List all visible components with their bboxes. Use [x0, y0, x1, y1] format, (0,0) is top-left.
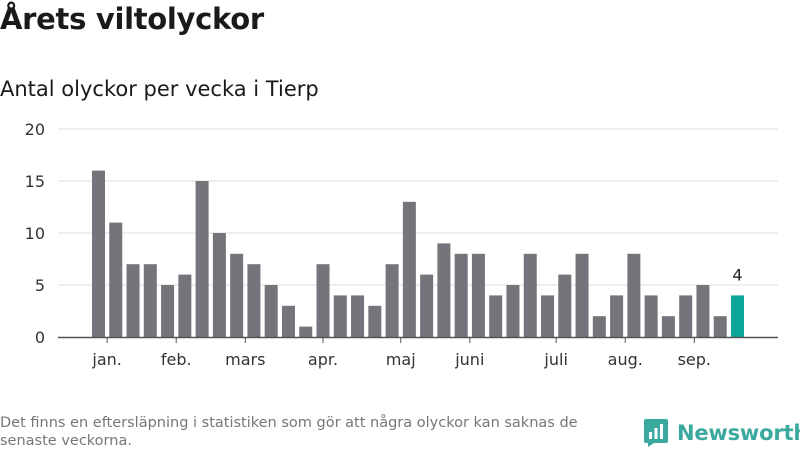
- x-tick-label: aug.: [608, 350, 643, 369]
- bar: [558, 274, 572, 337]
- data-labels: 4: [732, 265, 742, 284]
- bar: [126, 264, 140, 337]
- bar: [385, 264, 399, 337]
- bar: [644, 295, 658, 337]
- bar: [351, 295, 365, 337]
- y-tick-label: 15: [25, 172, 45, 191]
- bar: [471, 253, 485, 337]
- bar: [437, 243, 451, 337]
- chart-title: Årets viltolyckor: [0, 2, 264, 36]
- bar: [523, 253, 537, 337]
- y-tick-label: 0: [35, 328, 45, 347]
- newsworthy-logo[interactable]: Newsworthy: [644, 419, 800, 447]
- y-tick-label: 20: [25, 120, 45, 139]
- bar: [402, 201, 416, 337]
- grid-lines: [58, 128, 778, 286]
- bar: [178, 274, 192, 337]
- x-tick-label: sep.: [678, 350, 711, 369]
- bar: [230, 253, 244, 337]
- newsworthy-logo-icon: [644, 419, 668, 447]
- bar: [299, 326, 313, 337]
- x-tick-label: maj: [386, 350, 416, 369]
- bar: [161, 285, 175, 337]
- x-tick-label: juli: [543, 350, 567, 369]
- x-tick-label: apr.: [308, 350, 338, 369]
- y-tick-label: 10: [25, 224, 45, 243]
- bars: [92, 170, 744, 337]
- x-tick-label: jan.: [91, 350, 121, 369]
- chart-subtitle: Antal olyckor per vecka i Tierp: [0, 77, 319, 101]
- y-axis-tick-labels: 0 5 10 15 20: [25, 120, 45, 347]
- bar: [627, 253, 641, 337]
- y-tick-label: 5: [35, 276, 45, 295]
- bar: [281, 305, 295, 337]
- bar: [247, 264, 261, 337]
- x-tick-label: juni: [454, 350, 484, 369]
- bar: [212, 233, 226, 337]
- bar-chart: 0 5 10 15 20 jan. feb. mars apr. maj juni juli aug.…: [25, 120, 778, 369]
- newsworthy-logo-text: Newsworthy: [677, 421, 800, 445]
- bar: [575, 253, 589, 337]
- bar: [195, 181, 209, 337]
- bar: [109, 222, 123, 337]
- bar: [143, 264, 157, 337]
- data-label: 4: [732, 265, 742, 284]
- bar: [592, 316, 606, 337]
- bar: [610, 295, 624, 337]
- x-axis-tick-labels: jan. feb. mars apr. maj juni juli aug. sep.: [91, 337, 711, 369]
- x-tick-label: mars: [225, 350, 265, 369]
- footnote: Det finns en eftersläpning i statistiken…: [0, 415, 578, 449]
- bar: [264, 285, 278, 337]
- bar-highlight: [730, 295, 744, 337]
- x-tick-label: feb.: [161, 350, 192, 369]
- bar: [713, 316, 727, 337]
- bar: [368, 305, 382, 337]
- bar: [489, 295, 503, 337]
- bar: [333, 295, 347, 337]
- bar: [454, 253, 468, 337]
- bar: [541, 295, 555, 337]
- bar: [661, 316, 675, 337]
- bar: [679, 295, 693, 337]
- bar: [420, 274, 434, 337]
- bar: [696, 285, 710, 337]
- bar: [92, 170, 105, 337]
- bar: [316, 264, 330, 337]
- bar: [506, 285, 520, 337]
